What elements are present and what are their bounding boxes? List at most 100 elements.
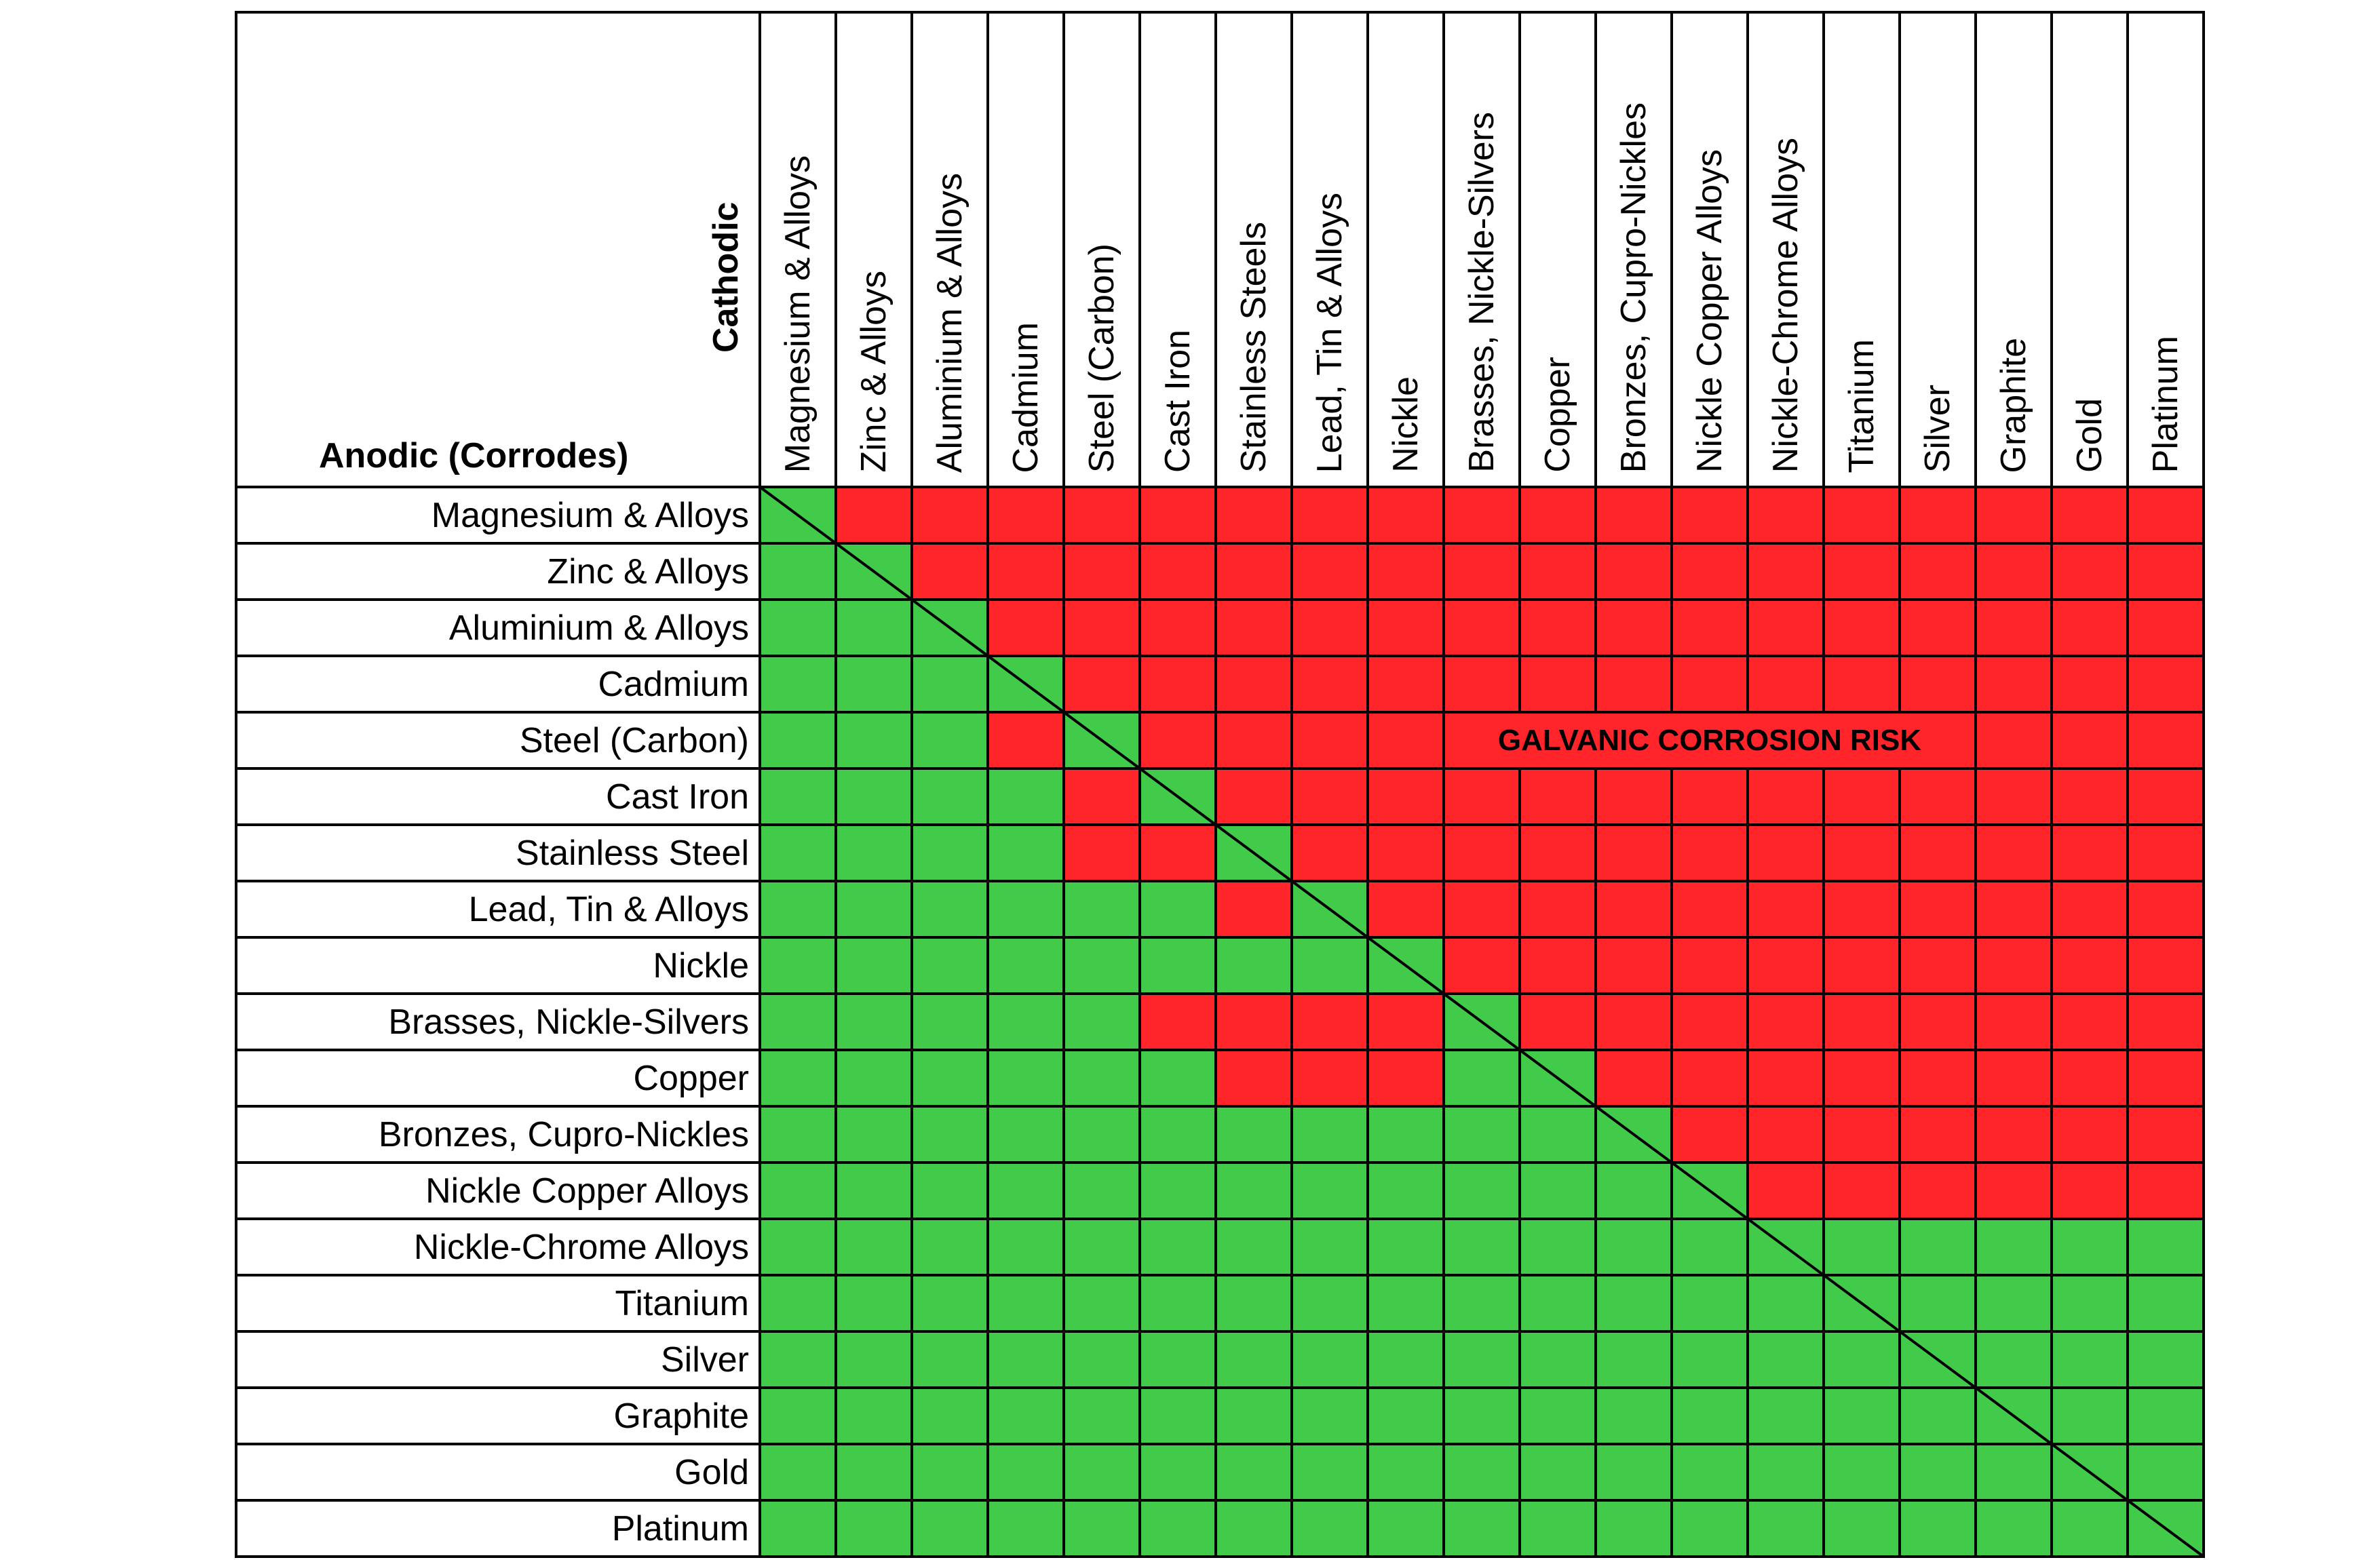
- risk-cell: [1290, 823, 1369, 882]
- risk-cell: [1518, 880, 1597, 939]
- risk-cell: [1518, 992, 1597, 1051]
- risk-cell: [1974, 992, 2053, 1051]
- risk-cell: [1974, 486, 2053, 545]
- safe-cell: [1062, 711, 1141, 770]
- risk-cell: [2050, 823, 2129, 882]
- safe-cell: [2126, 1499, 2205, 1558]
- row-label: Copper: [235, 1049, 761, 1108]
- safe-cell: [1138, 1217, 1217, 1276]
- safe-cell: [1138, 1105, 1217, 1164]
- safe-cell: [1594, 1274, 1673, 1333]
- column-label: Platinum: [2146, 335, 2185, 473]
- risk-cell: [2126, 936, 2205, 995]
- safe-cell: [2126, 1274, 2205, 1333]
- safe-cell: [1062, 1330, 1141, 1389]
- safe-cell: [834, 1049, 913, 1108]
- safe-cell: [759, 992, 837, 1051]
- risk-cell: [1138, 711, 1217, 770]
- safe-cell: [1138, 936, 1217, 995]
- safe-cell: [759, 880, 837, 939]
- risk-cell: [1138, 992, 1217, 1051]
- galvanic-corrosion-chart: Cathodic Anodic (Corrodes) Magnesium & A…: [235, 11, 2205, 1558]
- table-row: Platinum: [235, 1499, 2205, 1558]
- risk-cell: [1822, 1105, 1901, 1164]
- safe-cell: [834, 1274, 913, 1333]
- column-header: Aluminium & Alloys: [910, 11, 989, 488]
- risk-cell: [986, 542, 1065, 601]
- safe-cell: [986, 1217, 1065, 1276]
- safe-cell: [834, 767, 913, 826]
- risk-cell: [1214, 655, 1293, 714]
- table-row: Cast Iron: [235, 767, 2205, 826]
- safe-cell: [759, 936, 837, 995]
- safe-cell: [986, 1330, 1065, 1389]
- risk-cell: [1974, 823, 2053, 882]
- safe-cell: [910, 598, 989, 657]
- safe-cell: [1594, 1386, 1673, 1445]
- risk-cell: [1290, 486, 1369, 545]
- risk-cell: [1442, 598, 1521, 657]
- safe-cell: [1290, 1443, 1369, 1502]
- risk-cell: [1898, 486, 1977, 545]
- safe-cell: [1518, 1161, 1597, 1220]
- safe-cell: [986, 1386, 1065, 1445]
- risk-cell: [1290, 655, 1369, 714]
- risk-cell: [1670, 486, 1749, 545]
- risk-cell: [910, 542, 989, 601]
- risk-cell: [1594, 823, 1673, 882]
- safe-cell: [1442, 1499, 1521, 1558]
- table-row: Aluminium & Alloys: [235, 598, 2205, 657]
- safe-cell: [1898, 1217, 1977, 1276]
- safe-cell: [910, 1386, 989, 1445]
- column-label: Copper: [1538, 357, 1577, 473]
- risk-cell: [1670, 936, 1749, 995]
- safe-cell: [986, 823, 1065, 882]
- safe-cell: [1442, 1386, 1521, 1445]
- risk-cell: [1442, 542, 1521, 601]
- safe-cell: [759, 1499, 837, 1558]
- risk-cell: [1898, 992, 1977, 1051]
- risk-cell: [2126, 880, 2205, 939]
- risk-cell: [2050, 767, 2129, 826]
- risk-cell: [2126, 823, 2205, 882]
- safe-cell: [910, 1049, 989, 1108]
- safe-cell: [1822, 1386, 1901, 1445]
- safe-cell: [1974, 1443, 2053, 1502]
- table-row: Steel (Carbon) GALVANIC CORROSION RISK: [235, 711, 2205, 770]
- safe-cell: [1138, 1330, 1217, 1389]
- risk-cell: [1746, 1049, 1825, 1108]
- safe-cell: [1062, 992, 1141, 1051]
- risk-cell: [2050, 880, 2129, 939]
- row-label: Bronzes, Cupro-Nickles: [235, 1105, 761, 1164]
- risk-cell: [1670, 1105, 1749, 1164]
- safe-cell: [759, 486, 837, 545]
- risk-cell: [1974, 880, 2053, 939]
- safe-cell: [1746, 1443, 1825, 1502]
- risk-cell: [1670, 1049, 1749, 1108]
- safe-cell: [1214, 1386, 1293, 1445]
- row-label: Gold: [235, 1443, 761, 1502]
- risk-cell: [1594, 936, 1673, 995]
- safe-cell: [910, 711, 989, 770]
- risk-cell: [1366, 711, 1445, 770]
- risk-cell: [1290, 542, 1369, 601]
- risk-cell: [1822, 598, 1901, 657]
- risk-cell: [1290, 992, 1369, 1051]
- risk-cell: [1214, 767, 1293, 826]
- risk-cell: [1822, 767, 1901, 826]
- risk-cell: [1594, 880, 1673, 939]
- column-header: Lead, Tin & Alloys: [1290, 11, 1369, 488]
- safe-cell: [910, 936, 989, 995]
- risk-cell: [1594, 598, 1673, 657]
- safe-cell: [1898, 1330, 1977, 1389]
- risk-cell: [1822, 1049, 1901, 1108]
- risk-cell: [1442, 767, 1521, 826]
- risk-cell: [1974, 1049, 2053, 1108]
- safe-cell: [1366, 1161, 1445, 1220]
- safe-cell: [1214, 1330, 1293, 1389]
- risk-cell: [1898, 1161, 1977, 1220]
- safe-cell: [1974, 1330, 2053, 1389]
- risk-cell: [1974, 655, 2053, 714]
- risk-cell: [1138, 542, 1217, 601]
- risk-cell: [1898, 823, 1977, 882]
